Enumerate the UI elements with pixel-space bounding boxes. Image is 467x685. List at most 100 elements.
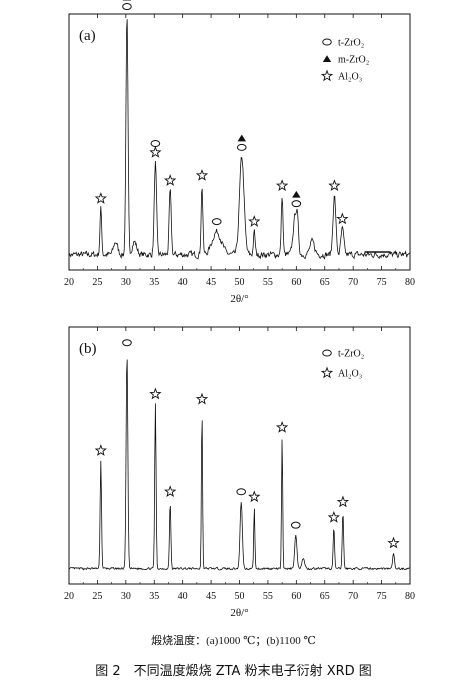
peak-marker <box>290 521 301 529</box>
legend: t-ZrO₂ m-ZrO₂ Al₂O₃ <box>320 38 369 83</box>
x-tick-label: 60 <box>291 591 301 602</box>
ellipse-marker <box>236 143 247 151</box>
peak-marker <box>236 134 247 151</box>
star-marker <box>336 212 349 225</box>
ellipse-marker <box>236 488 247 496</box>
x-tick-label: 50 <box>235 591 245 602</box>
x-tick-label: 25 <box>92 277 102 288</box>
peak-marker <box>327 510 341 523</box>
peak-marker <box>163 485 177 498</box>
x-tick-label: 40 <box>178 591 188 602</box>
star-marker <box>163 174 177 186</box>
x-tick-label: 55 <box>263 277 273 288</box>
star-marker <box>149 387 162 400</box>
ellipse-marker <box>291 200 302 208</box>
star-marker <box>163 485 177 498</box>
panel-label: (a) <box>79 28 96 44</box>
peak-marker <box>387 536 400 549</box>
x-tick-label: 45 <box>206 277 216 288</box>
peak-marker <box>275 179 289 192</box>
star-marker <box>328 179 341 192</box>
x-tick-label: 20 <box>64 591 74 602</box>
x-tick-label: 80 <box>405 591 415 602</box>
figure-title: 图 2 不同温度煅烧 ZTA 粉末电子衍射 XRD 图 <box>95 664 372 679</box>
star-marker <box>336 495 350 508</box>
x-tick-label: 80 <box>405 277 415 288</box>
triangle-marker <box>292 190 301 198</box>
peak-marker <box>211 218 222 226</box>
peak-marker <box>195 392 209 405</box>
legend: t-ZrO₂ Al₂O₃ <box>320 349 364 380</box>
legend-label: t-ZrO₂ <box>338 349 364 360</box>
ellipse-marker <box>122 339 132 347</box>
star-marker <box>387 536 400 549</box>
peak-marker <box>248 490 261 503</box>
peak-marker <box>163 174 177 186</box>
triangle-marker <box>122 0 132 1</box>
ellipse-marker <box>122 3 132 11</box>
xrd-figure: 20 25 30 35 40 45 50 55 60 65 70 75 80 2θ/° (a) t-ZrO₂ m… <box>64 0 415 619</box>
x-tick-label: 70 <box>348 591 358 602</box>
peak-marker <box>94 192 107 204</box>
xrd-pattern <box>68 19 410 260</box>
x-tick-label: 55 <box>263 591 273 602</box>
star-marker <box>248 215 261 227</box>
peak-marker <box>94 444 107 456</box>
peak-marker <box>195 169 209 181</box>
legend-label: m-ZrO₂ <box>338 55 369 66</box>
x-tick-label: 75 <box>377 591 387 602</box>
peak-marker <box>149 387 162 400</box>
x-tick-label: 65 <box>320 277 330 288</box>
peak-marker <box>275 421 289 433</box>
ellipse-marker <box>150 139 161 147</box>
legend-symbol-ellipse <box>322 349 332 357</box>
peak-marker <box>149 139 162 158</box>
star-marker <box>275 179 289 192</box>
ellipse-marker <box>290 521 301 529</box>
x-tick-label: 60 <box>291 277 301 288</box>
legend-label: t-ZrO₂ <box>338 38 364 49</box>
legend-label: Al₂O₃ <box>338 369 362 380</box>
x-tick-label: 65 <box>320 591 330 602</box>
star-marker <box>149 145 162 158</box>
triangle-marker <box>237 134 246 142</box>
star-marker <box>275 421 289 433</box>
peak-marker <box>328 179 341 192</box>
x-tick-label: 20 <box>64 277 74 288</box>
star-marker <box>327 510 341 523</box>
chart-panel-a: 20 25 30 35 40 45 50 55 60 65 70 75 80 2θ/° (a) t-ZrO₂ m… <box>64 0 415 305</box>
peak-marker <box>336 495 350 508</box>
peak-marker <box>236 488 247 496</box>
peak-marker <box>336 212 349 225</box>
peak-marker <box>122 0 132 11</box>
x-tick-label: 25 <box>92 591 102 602</box>
star-marker <box>195 392 209 405</box>
peak-marker <box>248 215 261 227</box>
peak-marker <box>291 190 302 208</box>
panel-label: (b) <box>79 341 97 357</box>
xrd-pattern <box>68 359 410 571</box>
x-tick-label: 70 <box>348 277 358 288</box>
x-tick-label: 35 <box>149 277 159 288</box>
star-marker <box>195 169 209 181</box>
legend-symbol-star <box>320 366 334 379</box>
peak-marker <box>122 339 132 347</box>
x-tick-label: 40 <box>178 277 188 288</box>
ellipse-marker <box>211 218 222 226</box>
legend-symbol-ellipse <box>322 38 332 46</box>
x-tick-label: 45 <box>206 591 216 602</box>
star-marker <box>94 444 107 456</box>
x-axis-label: 2θ/° <box>230 293 248 305</box>
x-tick-label: 75 <box>377 277 387 288</box>
star-marker <box>248 490 261 503</box>
figure-subtitle: 煅烧温度：(a)1000 ℃；(b)1100 ℃ <box>151 635 316 647</box>
plot-frame <box>68 13 411 271</box>
star-marker <box>94 192 107 204</box>
x-axis-label: 2θ/° <box>230 607 248 619</box>
x-tick-label: 30 <box>121 277 131 288</box>
x-tick-label: 35 <box>149 591 159 602</box>
legend-symbol-triangle <box>322 55 332 62</box>
x-tick-label: 30 <box>121 591 131 602</box>
chart-panel-b: 20 25 30 35 40 45 50 55 60 65 70 75 80 2θ/° (b) t-ZrO₂ A… <box>64 326 415 619</box>
x-tick-label: 50 <box>235 277 245 288</box>
